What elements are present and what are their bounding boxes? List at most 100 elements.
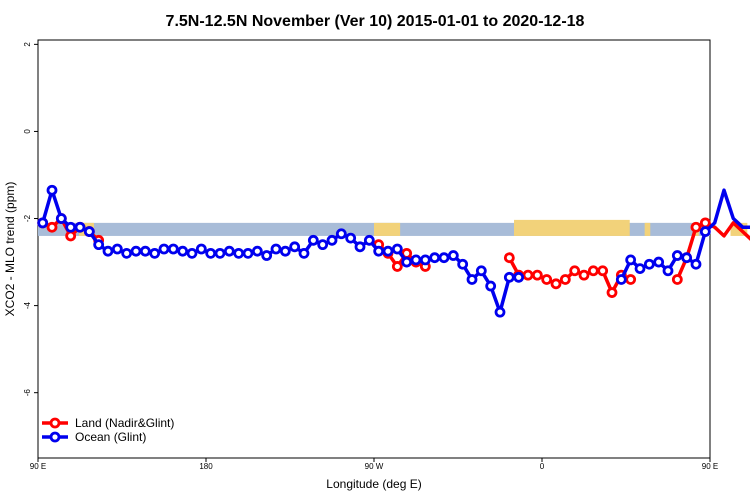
ocean-point	[662, 265, 674, 277]
ocean-point	[391, 243, 403, 255]
land-point	[522, 269, 534, 281]
ocean-point	[671, 250, 683, 261]
ocean-point	[289, 241, 301, 253]
ocean-point	[205, 247, 217, 259]
ocean-point	[429, 252, 441, 264]
ocean-point	[214, 247, 226, 259]
land-point	[587, 265, 599, 277]
y-tick-label: -4	[23, 302, 32, 310]
ocean-point	[317, 239, 329, 251]
ocean-point	[158, 243, 170, 255]
ocean-point	[494, 306, 506, 318]
ocean-point	[634, 263, 646, 274]
x-tick-label: 180	[199, 462, 213, 471]
land-point	[699, 217, 711, 229]
series-group	[37, 184, 750, 318]
ocean-point	[177, 245, 189, 257]
ocean-point	[615, 274, 627, 285]
land-band-segment	[514, 219, 630, 236]
ocean-point	[167, 243, 179, 255]
ocean-point	[653, 256, 665, 268]
ocean-point	[373, 245, 385, 257]
ocean-point	[261, 250, 273, 261]
ocean-point	[326, 234, 338, 246]
ocean-point	[37, 217, 49, 229]
y-tick-label: -6	[23, 389, 32, 397]
ocean-point	[643, 258, 655, 270]
land-point	[391, 261, 403, 272]
land-point	[531, 269, 543, 281]
land-point	[559, 274, 571, 285]
land-point	[606, 287, 618, 298]
ocean-point	[307, 234, 319, 246]
legend-land-label: Land (Nadir&Glint)	[75, 416, 174, 430]
land-ocean-band	[38, 219, 748, 236]
ocean-point	[513, 271, 525, 283]
ocean-point	[111, 243, 123, 255]
ocean-point	[93, 239, 105, 251]
land-point	[65, 230, 77, 242]
ocean-point	[55, 213, 67, 224]
ocean-point	[65, 221, 77, 233]
ocean-point	[382, 245, 394, 257]
land-point	[690, 221, 702, 233]
ocean-point	[625, 254, 637, 266]
ocean-point	[466, 274, 478, 285]
ocean-point	[149, 247, 161, 259]
legend-ocean-label: Ocean (Glint)	[75, 430, 146, 444]
y-axis: 2 0 -2 -4 -6	[23, 42, 38, 397]
legend: Land (Nadir&Glint) Ocean (Glint)	[42, 416, 174, 444]
x-tick-label: 0	[540, 462, 545, 471]
y-tick-label: 2	[23, 42, 32, 47]
ocean-point	[251, 245, 263, 257]
legend-land-marker	[49, 417, 61, 429]
ocean-point	[401, 256, 413, 268]
ocean-point	[74, 221, 86, 233]
ocean-point	[121, 247, 133, 259]
y-tick-label: 0	[23, 129, 32, 134]
land-band-segment	[374, 222, 401, 236]
ocean-point	[270, 243, 282, 255]
land-point	[578, 269, 590, 281]
ocean-point	[223, 245, 235, 257]
land-point	[671, 274, 683, 285]
land-point	[541, 274, 553, 285]
ocean-point	[130, 245, 142, 257]
ocean-point	[690, 258, 702, 270]
ocean-point	[457, 258, 469, 270]
land-band-segment	[644, 222, 651, 236]
land-point	[597, 265, 609, 277]
land-point	[503, 252, 515, 264]
ocean-point	[363, 234, 375, 246]
ocean-point	[102, 245, 114, 257]
x-tick-label: 90 W	[365, 462, 384, 471]
land-point	[569, 265, 581, 277]
chart-title: 7.5N-12.5N November (Ver 10) 2015-01-01 …	[166, 13, 585, 30]
ocean-point	[345, 232, 357, 244]
ocean-point	[447, 250, 459, 261]
ocean-point	[354, 241, 366, 253]
ocean-point	[410, 254, 422, 266]
ocean-point	[485, 280, 497, 292]
ocean-point	[279, 245, 291, 257]
ocean-point	[139, 245, 151, 257]
land-point	[625, 274, 637, 285]
y-axis-label: XCO2 - MLO trend (ppm)	[3, 182, 17, 317]
ocean-point	[681, 252, 693, 264]
y-tick-label: -2	[23, 214, 32, 222]
ocean-point	[699, 226, 711, 237]
x-tick-label: 90 E	[702, 462, 718, 471]
ocean-series-line	[619, 188, 750, 281]
ocean-point	[419, 254, 431, 266]
ocean-point	[475, 265, 487, 277]
x-tick-label: 90 E	[30, 462, 46, 471]
legend-ocean-marker	[49, 431, 61, 443]
ocean-point	[195, 243, 207, 255]
ocean-point	[46, 184, 58, 196]
land-point	[46, 221, 58, 233]
land-point	[550, 278, 562, 290]
ocean-point	[503, 271, 515, 283]
land-series-line	[675, 221, 750, 281]
x-axis: 90 E 180 90 W 0 90 E	[30, 458, 718, 471]
